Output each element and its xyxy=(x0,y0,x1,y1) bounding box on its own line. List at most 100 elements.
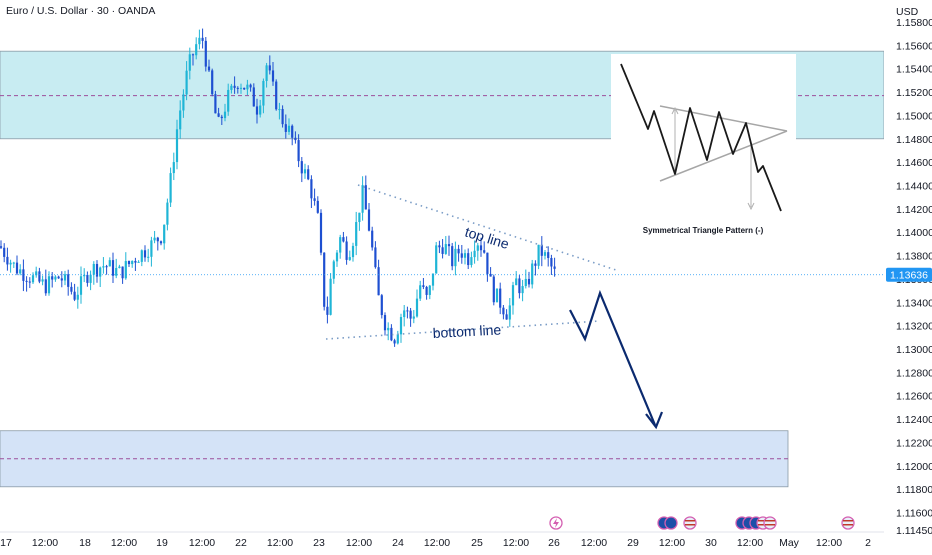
candle-body xyxy=(291,125,294,138)
candle-body xyxy=(249,84,252,88)
candle-body xyxy=(223,111,227,119)
candle-body xyxy=(406,310,409,312)
candle-body xyxy=(294,137,297,141)
candle-body xyxy=(0,246,3,248)
price-tick-label: 1.13800 xyxy=(896,251,932,263)
price-tick-label: 1.13400 xyxy=(896,297,932,309)
candle-body xyxy=(134,260,137,263)
time-axis[interactable]: 17 12:00 18 12:00 19 12:00 22 12:00 23 12:00 24 12:… xyxy=(0,531,884,549)
price-tick-label: 1.15000 xyxy=(896,110,932,122)
candle-body xyxy=(140,250,143,262)
candle-body xyxy=(444,244,447,254)
candle-body xyxy=(73,291,76,300)
price-tick-label: 1.14600 xyxy=(896,157,932,169)
candle-body xyxy=(371,230,374,248)
candle-body xyxy=(28,281,31,283)
price-tick-label: 1.13000 xyxy=(896,344,932,356)
time-tick-label: 12:00 xyxy=(32,537,58,549)
price-tick-label: 1.12600 xyxy=(896,391,932,403)
candle-body xyxy=(505,314,508,320)
candle-body xyxy=(342,237,345,242)
time-tick-label: 2 xyxy=(865,537,871,549)
price-tick-label: 1.15200 xyxy=(896,87,932,99)
candle-body xyxy=(262,80,265,106)
candle-body xyxy=(220,116,223,119)
candle-body xyxy=(515,278,518,286)
candle-body xyxy=(198,37,201,45)
us-flag-icon[interactable] xyxy=(683,516,697,530)
candle-body xyxy=(150,240,153,257)
projection-arrowhead xyxy=(645,411,664,430)
time-tick-label: 12:00 xyxy=(659,537,685,549)
time-tick-label: 23 xyxy=(313,537,325,549)
candle-body xyxy=(307,169,310,180)
time-tick-label: 12:00 xyxy=(189,537,215,549)
candle-body xyxy=(166,202,169,225)
time-tick-label: 29 xyxy=(627,537,639,549)
candle-body xyxy=(57,276,60,279)
candle-body xyxy=(380,295,383,316)
price-tick-label: 1.11800 xyxy=(896,484,932,496)
candle-body xyxy=(15,262,19,274)
us-flag-icon[interactable] xyxy=(763,516,777,530)
candle-body xyxy=(44,279,47,294)
candle-body xyxy=(86,274,89,283)
candle-body xyxy=(115,268,118,276)
candle-body xyxy=(54,276,57,280)
candle-body xyxy=(511,285,515,306)
candle-body xyxy=(265,65,268,81)
candle-body xyxy=(268,65,271,71)
price-tick-label: 1.15400 xyxy=(896,64,932,76)
price-tick-label: 1.11600 xyxy=(896,507,932,519)
candle-body xyxy=(451,246,454,267)
candle-body xyxy=(441,247,444,254)
candle-body xyxy=(329,278,332,315)
candle-body xyxy=(524,278,527,287)
us-flag-icon[interactable] xyxy=(841,516,855,530)
candle-body xyxy=(25,280,28,282)
time-tick-label: 12:00 xyxy=(111,537,137,549)
candle-body xyxy=(358,212,361,223)
candle-body xyxy=(76,294,79,300)
candle-body xyxy=(534,263,537,266)
candle-body xyxy=(508,305,511,320)
candle-body xyxy=(89,274,92,283)
price-tick-label: 1.14800 xyxy=(896,134,932,146)
candle-body xyxy=(403,310,406,318)
annotation-bottom-line: bottom line xyxy=(432,321,501,341)
candle-body xyxy=(547,252,550,258)
candle-body xyxy=(470,257,473,266)
candle-body xyxy=(447,244,451,247)
candle-body xyxy=(182,94,185,111)
candle-body xyxy=(332,261,335,279)
projection-arrow-path[interactable] xyxy=(569,289,657,426)
candle-body xyxy=(124,261,127,279)
price-tick-label: 1.14000 xyxy=(896,227,932,239)
candle-body xyxy=(51,276,54,280)
candle-body xyxy=(60,278,63,281)
candle-body xyxy=(143,250,147,258)
candle-body xyxy=(435,245,438,274)
candle-body xyxy=(393,340,396,344)
candle-body xyxy=(425,286,428,295)
candle-body xyxy=(118,266,121,269)
eu-flag-icon[interactable] xyxy=(664,516,678,530)
candle-body xyxy=(390,327,393,341)
candle-body xyxy=(409,310,412,319)
top-trend-line[interactable] xyxy=(357,184,617,271)
candle-body xyxy=(3,247,6,257)
price-tick-label: 1.11450 xyxy=(896,525,932,537)
candle-body xyxy=(252,87,255,107)
candle-body xyxy=(387,327,390,331)
candle-body xyxy=(348,257,351,260)
time-tick-label: 12:00 xyxy=(503,537,529,549)
candle-body xyxy=(454,248,457,267)
lightning-icon[interactable] xyxy=(549,516,563,530)
candle-body xyxy=(92,263,95,275)
time-tick-label: 24 xyxy=(392,537,404,549)
candle-body xyxy=(227,89,230,112)
candle-body xyxy=(35,271,38,276)
candle-body xyxy=(300,161,303,174)
candle-body xyxy=(9,262,12,265)
